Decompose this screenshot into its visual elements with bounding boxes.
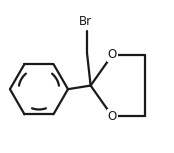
Text: Br: Br — [79, 15, 92, 28]
Text: O: O — [108, 110, 117, 123]
Text: O: O — [108, 48, 117, 61]
